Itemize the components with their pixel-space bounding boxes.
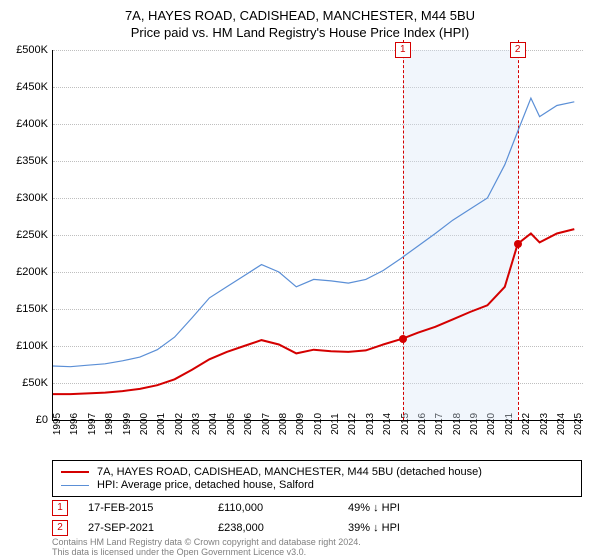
y-tick-label: £150K (16, 303, 48, 315)
footer-attribution: Contains HM Land Registry data © Crown c… (52, 538, 582, 558)
legend-swatch (61, 485, 89, 486)
y-tick-label: £350K (16, 155, 48, 167)
series-property_price (53, 229, 574, 394)
legend-swatch (61, 471, 89, 473)
legend-label: 7A, HAYES ROAD, CADISHEAD, MANCHESTER, M… (97, 466, 482, 478)
series-hpi_salford (53, 98, 574, 367)
marker-date: 17-FEB-2015 (88, 502, 198, 514)
y-tick-label: £0 (36, 414, 48, 426)
y-tick-label: £250K (16, 229, 48, 241)
line-chart-svg (53, 50, 583, 420)
marker-delta: 39% ↓ HPI (348, 522, 458, 534)
marker-row: 2 27-SEP-2021 £238,000 39% ↓ HPI (52, 520, 582, 536)
marker-price: £110,000 (218, 502, 328, 514)
legend-item: HPI: Average price, detached house, Salf… (61, 479, 573, 491)
y-tick-label: £50K (22, 377, 48, 389)
marker-price: £238,000 (218, 522, 328, 534)
plot-area: 12 (52, 50, 583, 421)
y-tick-label: £300K (16, 192, 48, 204)
y-tick-label: £100K (16, 340, 48, 352)
legend-item: 7A, HAYES ROAD, CADISHEAD, MANCHESTER, M… (61, 466, 573, 478)
y-tick-label: £450K (16, 81, 48, 93)
legend-label: HPI: Average price, detached house, Salf… (97, 479, 314, 491)
footer-line: This data is licensed under the Open Gov… (52, 548, 582, 558)
y-tick-label: £200K (16, 266, 48, 278)
y-tick-label: £500K (16, 44, 48, 56)
y-tick-label: £400K (16, 118, 48, 130)
sale-point (514, 240, 522, 248)
marker-badge: 1 (52, 500, 68, 516)
legend: 7A, HAYES ROAD, CADISHEAD, MANCHESTER, M… (52, 460, 582, 497)
marker-date: 27-SEP-2021 (88, 522, 198, 534)
title-address: 7A, HAYES ROAD, CADISHEAD, MANCHESTER, M… (0, 8, 600, 23)
marker-badge: 2 (52, 520, 68, 536)
title-subtitle: Price paid vs. HM Land Registry's House … (0, 25, 600, 40)
sale-markers: 1 17-FEB-2015 £110,000 49% ↓ HPI 2 27-SE… (52, 500, 582, 540)
sale-point (399, 335, 407, 343)
marker-delta: 49% ↓ HPI (348, 502, 458, 514)
marker-row: 1 17-FEB-2015 £110,000 49% ↓ HPI (52, 500, 582, 516)
chart-title-block: 7A, HAYES ROAD, CADISHEAD, MANCHESTER, M… (0, 0, 600, 40)
